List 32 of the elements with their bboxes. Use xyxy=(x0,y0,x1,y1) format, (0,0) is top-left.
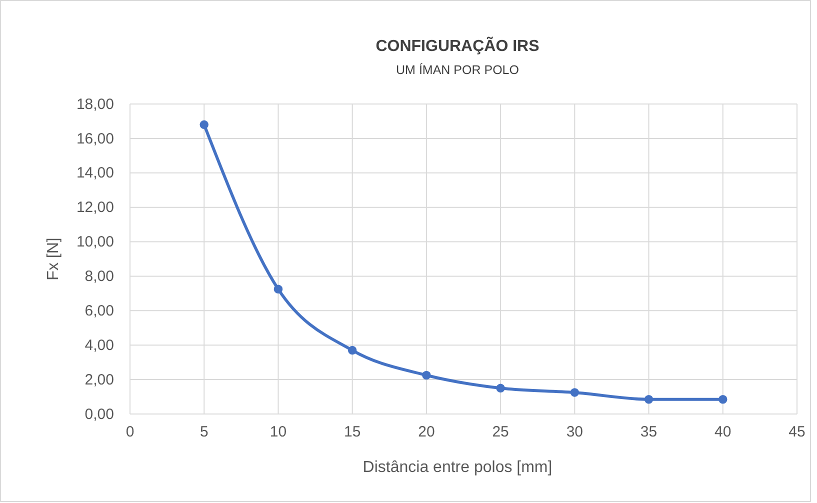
x-tick-label: 30 xyxy=(566,424,584,441)
y-axis-title: Fx [N] xyxy=(45,238,62,280)
y-tick-label: 12,00 xyxy=(76,199,114,216)
chart-subtitle: UM ÍMAN POR POLO xyxy=(396,63,520,77)
x-tick-label: 40 xyxy=(714,424,732,441)
y-tick-label: 4,00 xyxy=(84,336,114,354)
x-axis-title: Distância entre polos [mm] xyxy=(362,459,552,476)
x-tick-label: 20 xyxy=(418,424,435,441)
x-tick-label: 45 xyxy=(788,424,806,441)
x-tick-label: 5 xyxy=(200,424,208,441)
x-tick-label: 10 xyxy=(270,424,287,441)
point xyxy=(644,395,654,404)
x-tick-label: 25 xyxy=(492,424,509,441)
point xyxy=(718,395,728,404)
y-tick-label: 6,00 xyxy=(84,302,114,320)
point xyxy=(274,284,283,294)
y-tick-label: 8,00 xyxy=(84,268,114,286)
y-tick-label: 10,00 xyxy=(76,234,114,251)
x-tick-label: 0 xyxy=(126,424,134,441)
point xyxy=(422,370,431,380)
point xyxy=(200,120,208,130)
y-tick-label: 0,00 xyxy=(84,406,114,423)
chart-title: CONFIGURAÇÃO IRS xyxy=(376,36,540,55)
point xyxy=(348,346,357,355)
x-tick-label: 15 xyxy=(344,424,361,441)
y-tick-label: 16,00 xyxy=(76,130,114,148)
x-tick-label: 35 xyxy=(640,424,658,441)
y-tick-label: 2,00 xyxy=(84,371,114,388)
point xyxy=(570,388,580,397)
y-tick-label: 14,00 xyxy=(76,164,114,182)
y-tick-label: 18,00 xyxy=(76,96,114,113)
point xyxy=(496,384,505,393)
